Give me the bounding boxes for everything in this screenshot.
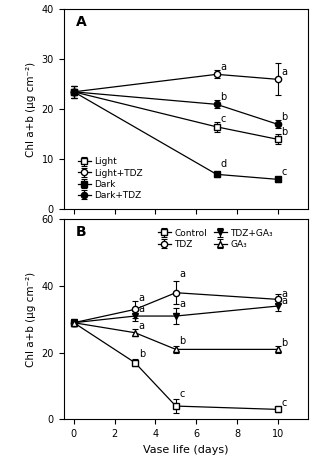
Text: a: a <box>281 289 287 299</box>
Y-axis label: Chl a+b (µg cm⁻²): Chl a+b (µg cm⁻²) <box>26 62 36 157</box>
Text: B: B <box>76 226 86 240</box>
Text: a: a <box>281 67 287 77</box>
Text: a: a <box>220 62 226 72</box>
Legend: Control, TDZ, TDZ+GA₃, GA₃: Control, TDZ, TDZ+GA₃, GA₃ <box>155 226 276 252</box>
Text: b: b <box>139 350 145 359</box>
Text: b: b <box>281 112 288 122</box>
Text: a: a <box>179 299 185 309</box>
Text: a: a <box>139 304 145 315</box>
Text: c: c <box>281 167 287 177</box>
Text: b: b <box>179 336 186 346</box>
Text: A: A <box>76 15 86 29</box>
Text: b: b <box>281 338 288 348</box>
Text: a: a <box>139 321 145 331</box>
X-axis label: Vase life (days): Vase life (days) <box>143 445 229 455</box>
Text: c: c <box>179 390 185 399</box>
Legend: Light, Light+TDZ, Dark, Dark+TDZ: Light, Light+TDZ, Dark, Dark+TDZ <box>75 155 146 203</box>
Text: c: c <box>220 114 226 124</box>
Text: a: a <box>179 269 185 280</box>
Y-axis label: Chl a+b (µg cm⁻²): Chl a+b (µg cm⁻²) <box>26 272 36 367</box>
Text: b: b <box>281 127 288 137</box>
Text: c: c <box>281 397 287 408</box>
Text: a: a <box>139 293 145 303</box>
Text: a: a <box>281 296 287 306</box>
Text: d: d <box>220 159 226 169</box>
Text: b: b <box>220 92 226 102</box>
